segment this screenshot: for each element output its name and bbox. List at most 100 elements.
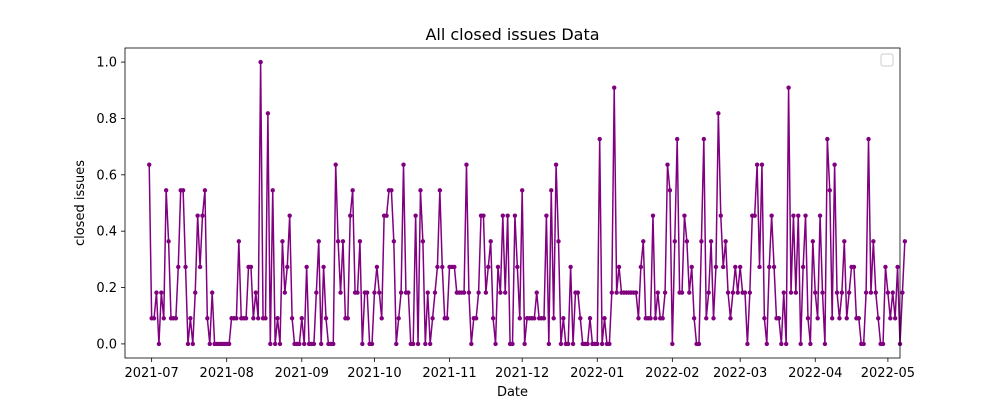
data-point xyxy=(183,264,188,270)
data-point xyxy=(335,239,341,244)
data-point xyxy=(689,264,694,270)
data-point xyxy=(815,316,820,321)
data-point xyxy=(616,264,622,270)
data-point xyxy=(466,290,472,295)
data-point xyxy=(452,264,457,270)
data-point xyxy=(147,162,152,167)
data-point xyxy=(851,264,857,270)
data-point xyxy=(423,341,428,347)
y-axis-ticks: 0.0 0.2 0.4 0.6 0.8 1.0 xyxy=(96,56,125,352)
data-point xyxy=(813,290,818,295)
data-point xyxy=(737,264,743,270)
data-point xyxy=(684,239,690,244)
data-point xyxy=(200,213,205,218)
data-point xyxy=(534,290,539,295)
data-point xyxy=(863,290,869,295)
data-point xyxy=(827,188,832,193)
chart-title: All closed issues Data xyxy=(425,25,599,44)
data-point xyxy=(834,290,840,295)
data-point xyxy=(522,341,527,347)
data-point xyxy=(156,341,162,347)
data-point xyxy=(190,341,196,347)
data-point xyxy=(481,213,486,218)
data-point xyxy=(796,213,801,218)
data-point xyxy=(369,341,375,347)
data-point xyxy=(396,316,401,321)
data-point xyxy=(265,111,271,116)
data-point xyxy=(880,341,886,347)
data-point xyxy=(871,239,876,244)
axes-frame xyxy=(124,47,901,359)
data-point xyxy=(297,341,302,347)
y-tick-label: 0.0 xyxy=(96,337,117,352)
data-point xyxy=(350,188,355,193)
data-point xyxy=(798,341,803,347)
x-tick-label: 2022-01 xyxy=(570,366,624,381)
data-point xyxy=(846,290,852,295)
data-point xyxy=(704,316,709,321)
data-point xyxy=(461,290,467,295)
data-point xyxy=(287,213,292,218)
data-point xyxy=(570,341,576,347)
x-tick-label: 2022-03 xyxy=(713,366,767,381)
data-point xyxy=(829,316,835,321)
data-point xyxy=(595,341,600,347)
data-point xyxy=(602,316,607,321)
data-point xyxy=(745,341,750,347)
data-point xyxy=(503,290,508,295)
data-point xyxy=(193,290,198,295)
data-point xyxy=(420,239,426,244)
data-point xyxy=(532,316,537,321)
data-point xyxy=(742,290,748,295)
data-point xyxy=(406,290,411,295)
x-tick-label: 2021-09 xyxy=(275,366,329,381)
data-point xyxy=(384,213,389,218)
data-point xyxy=(653,316,658,321)
data-point xyxy=(861,341,866,347)
data-point xyxy=(650,213,656,218)
data-point xyxy=(682,213,687,218)
data-point xyxy=(638,264,644,270)
data-point xyxy=(338,290,343,295)
data-point xyxy=(476,290,481,295)
data-point xyxy=(321,264,326,270)
data-point xyxy=(444,316,450,321)
data-point xyxy=(314,290,319,295)
data-point xyxy=(486,264,491,270)
data-point xyxy=(493,341,498,347)
data-point xyxy=(822,341,828,347)
data-point xyxy=(304,264,309,270)
data-point xyxy=(275,316,280,321)
data-point xyxy=(425,290,430,295)
data-point xyxy=(188,316,193,321)
data-point xyxy=(752,213,757,218)
data-point xyxy=(575,290,581,295)
data-point xyxy=(207,341,212,347)
data-point xyxy=(510,341,515,347)
data-point xyxy=(415,341,421,347)
data-point xyxy=(318,341,324,347)
data-point xyxy=(832,162,837,167)
data-point xyxy=(331,341,336,347)
data-point xyxy=(556,239,561,244)
y-axis-label: closed issues xyxy=(73,160,88,246)
data-point xyxy=(394,341,399,347)
data-point xyxy=(566,341,571,347)
data-point xyxy=(323,316,329,321)
data-point xyxy=(876,316,881,321)
data-point xyxy=(839,290,845,295)
data-point xyxy=(587,316,593,321)
data-point xyxy=(767,264,772,270)
data-point xyxy=(243,316,249,321)
data-point xyxy=(842,239,847,244)
data-point xyxy=(311,341,317,347)
data-point xyxy=(197,264,203,270)
data-point xyxy=(699,239,704,244)
data-point xyxy=(519,188,525,193)
data-point xyxy=(701,136,707,142)
data-point xyxy=(759,162,765,167)
data-point xyxy=(672,239,677,244)
y-tick-label: 0.2 xyxy=(96,281,117,296)
data-point xyxy=(708,239,714,244)
